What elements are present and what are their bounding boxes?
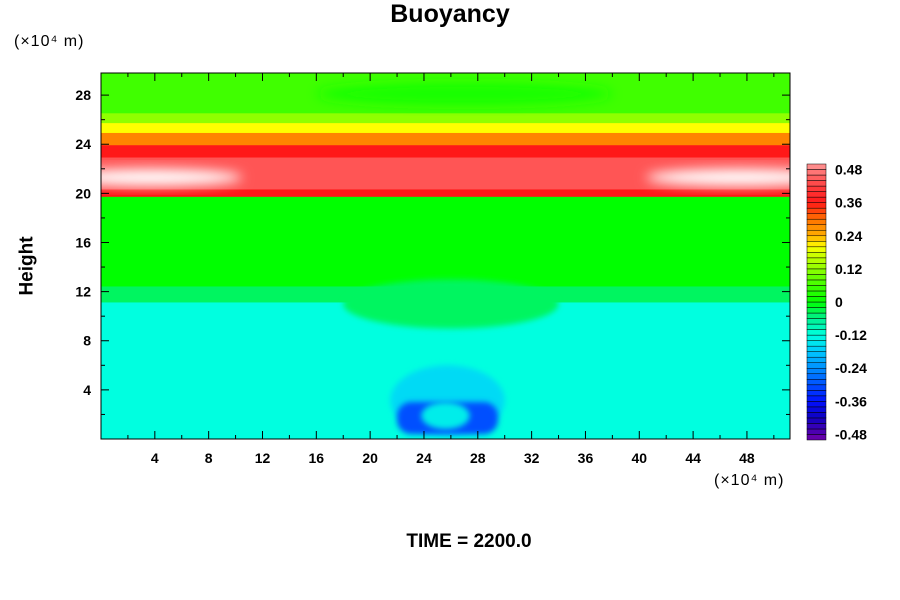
colorbar-cell <box>806 434 827 441</box>
colorbar-cell <box>806 390 827 397</box>
y-axis-unit: (×10⁴ m) <box>14 33 85 50</box>
contour-band <box>101 111 790 124</box>
colorbar-cell <box>806 423 827 430</box>
colorbar-cell <box>806 296 827 303</box>
x-tick-label: 32 <box>524 450 540 466</box>
colorbar-cell <box>806 417 827 424</box>
colorbar: 0.48 0.36 0.24 0.12 0 -0.12 -0.24 -0.36 -0.48 <box>806 162 867 442</box>
colorbar-label: -0.48 <box>835 426 867 442</box>
colorbar-cell <box>806 235 827 242</box>
colorbar-cell <box>806 174 827 181</box>
colorbar-cell <box>806 285 827 292</box>
colorbar-cell <box>806 301 827 308</box>
y-tick-label: 12 <box>75 284 91 300</box>
contour-band <box>101 130 790 146</box>
white-lobe-left <box>101 168 243 186</box>
colorbar-label: 0.12 <box>835 261 862 277</box>
contour-band <box>101 143 790 158</box>
colorbar-cell <box>806 356 827 363</box>
colorbar-cell <box>806 163 827 170</box>
x-tick-label: 4 <box>151 450 159 466</box>
colorbar-cell <box>806 312 827 319</box>
colorbar-cell <box>806 334 827 341</box>
x-tick-label: 28 <box>470 450 486 466</box>
colorbar-cell <box>806 362 827 369</box>
y-tick-label: 4 <box>83 382 91 398</box>
green-dip <box>343 279 559 329</box>
colorbar-cell <box>806 268 827 275</box>
colorbar-cell <box>806 252 827 259</box>
colorbar-cell <box>806 241 827 248</box>
colorbar-cell <box>806 224 827 231</box>
x-tick-label: 48 <box>739 450 755 466</box>
colorbar-cell <box>806 345 827 352</box>
colorbar-cell <box>806 318 827 325</box>
y-tick-label: 16 <box>75 234 91 250</box>
colorbar-cell <box>806 213 827 220</box>
contour-band <box>101 121 790 133</box>
x-tick-label: 40 <box>631 450 647 466</box>
colorbar-label: 0.48 <box>835 162 862 178</box>
colorbar-cell <box>806 290 827 297</box>
y-tick-label: 28 <box>75 87 91 103</box>
colorbar-label: 0.36 <box>835 195 862 211</box>
contour-band <box>101 194 790 287</box>
colorbar-cell <box>806 257 827 264</box>
colorbar-cell <box>806 274 827 281</box>
colorbar-cell <box>806 329 827 336</box>
chart-title: Buoyancy <box>390 0 510 28</box>
x-tick-label: 24 <box>416 450 432 466</box>
colorbar-label: -0.36 <box>835 393 867 409</box>
colorbar-cell <box>806 180 827 187</box>
colorbar-cell <box>806 384 827 391</box>
x-tick-label: 8 <box>205 450 213 466</box>
time-label: TIME = 2200.0 <box>406 531 532 552</box>
contour-field <box>101 73 790 439</box>
plot-frame <box>100 72 791 440</box>
x-tick-label: 12 <box>255 450 271 466</box>
colorbar-cell <box>806 196 827 203</box>
upper-green-core <box>316 82 613 105</box>
cold-pool-center <box>421 402 470 430</box>
colorbar-cell <box>806 351 827 358</box>
colorbar-cell <box>806 406 827 413</box>
colorbar-cell <box>806 169 827 176</box>
colorbar-cell <box>806 401 827 408</box>
white-lobe-right <box>646 168 790 186</box>
y-tick-label: 24 <box>75 136 91 152</box>
colorbar-cell <box>806 395 827 402</box>
colorbar-cell <box>806 185 827 192</box>
y-tick-label: 8 <box>83 333 91 349</box>
colorbar-cell <box>806 412 827 419</box>
colorbar-cell <box>806 279 827 286</box>
colorbar-label: -0.12 <box>835 327 867 343</box>
colorbar-label: 0 <box>835 294 843 310</box>
colorbar-label: -0.24 <box>835 360 867 376</box>
colorbar-cell <box>806 340 827 347</box>
colorbar-cell <box>806 323 827 330</box>
colorbar-cell <box>806 207 827 214</box>
contour-band <box>101 187 790 197</box>
colorbar-label: 0.24 <box>835 228 862 244</box>
x-axis-unit: (×10⁴ m) <box>714 472 785 489</box>
x-tick-label: 16 <box>309 450 325 466</box>
colorbar-cell <box>806 379 827 386</box>
colorbar-cell <box>806 307 827 314</box>
colorbar-cell <box>806 263 827 270</box>
colorbar-cell <box>806 229 827 237</box>
colorbar-cell <box>806 218 827 225</box>
y-tick-label: 20 <box>75 185 91 201</box>
colorbar-cell <box>806 373 827 380</box>
x-tick-label: 44 <box>685 450 701 466</box>
colorbar-cell <box>806 246 827 253</box>
x-tick-label: 20 <box>362 450 378 466</box>
colorbar-cell <box>806 428 827 435</box>
colorbar-cell <box>806 367 827 375</box>
colorbar-cell <box>806 202 827 209</box>
colorbar-cell <box>806 191 827 198</box>
x-tick-label: 36 <box>578 450 594 466</box>
